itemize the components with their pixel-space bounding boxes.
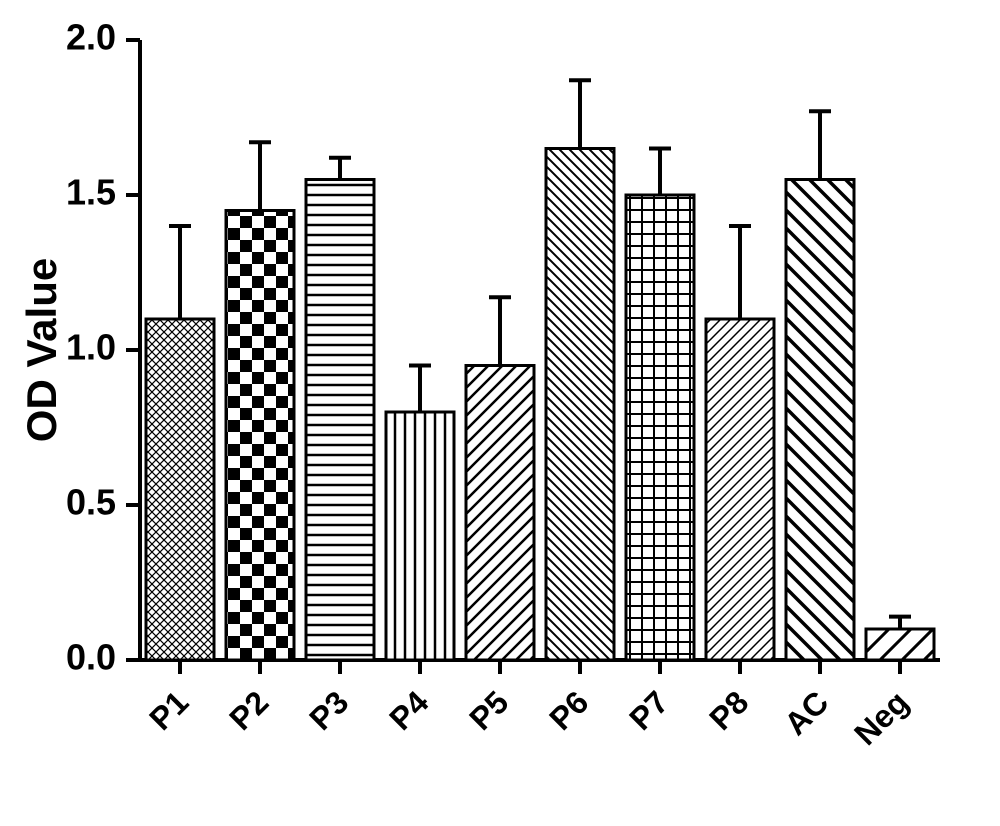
bar-AC xyxy=(786,111,854,660)
y-tick-label: 1.5 xyxy=(66,172,116,213)
bar-P6 xyxy=(546,80,614,660)
bar-chart: 0.0 0.5 1.0 1.5 2.0 OD Value P1 P2 P3 P4 P5 P6 P7 P8 A… xyxy=(0,0,1000,826)
bar-P8 xyxy=(706,226,774,660)
bar-P3 xyxy=(306,158,374,660)
x-tick-label: Neg xyxy=(847,684,915,752)
x-tick-label: P2 xyxy=(222,684,275,737)
bar-P7 xyxy=(626,149,694,661)
x-tick-label: P5 xyxy=(462,684,515,737)
y-tick-label: 0.5 xyxy=(66,482,116,523)
bar-Neg xyxy=(866,617,934,660)
chart-container: 0.0 0.5 1.0 1.5 2.0 OD Value P1 P2 P3 P4 P5 P6 P7 P8 A… xyxy=(0,0,1000,826)
bar-P2 xyxy=(226,142,294,660)
bar-P4 xyxy=(386,366,454,661)
y-tick-label: 0.0 xyxy=(66,637,116,678)
x-tick-label: AC xyxy=(777,684,835,742)
y-axis-label: OD Value xyxy=(18,258,65,442)
x-tick-label: P1 xyxy=(142,684,195,737)
x-tick-label: P7 xyxy=(622,684,675,737)
x-tick-label: P4 xyxy=(382,684,435,737)
x-tick-label: P3 xyxy=(302,684,355,737)
x-tick-label: P8 xyxy=(702,684,755,737)
x-tick-label: P6 xyxy=(542,684,595,737)
y-tick-label: 1.0 xyxy=(66,327,116,368)
bar-P5 xyxy=(466,297,534,660)
y-tick-label: 2.0 xyxy=(66,17,116,58)
bar-P1 xyxy=(146,226,214,660)
